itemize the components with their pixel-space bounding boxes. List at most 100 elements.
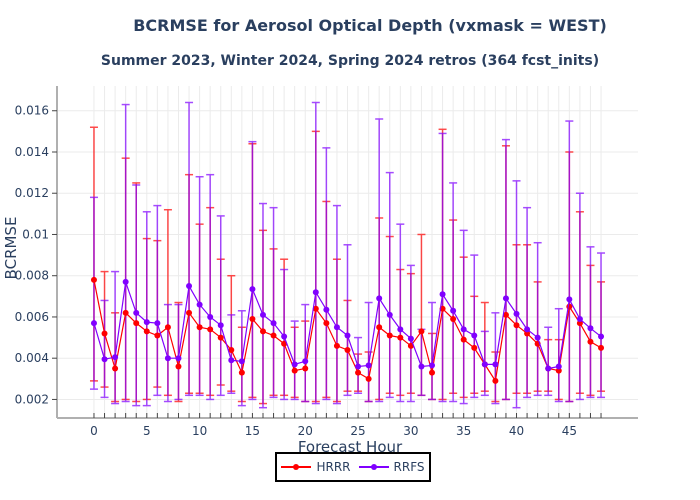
data-point-rrfs [90, 320, 97, 327]
legend-item-rrfs[interactable]: RRFS [358, 460, 425, 474]
data-point-hrrr [259, 328, 266, 335]
x-tick-label: 30 [403, 424, 418, 438]
data-point-hrrr [407, 342, 414, 349]
data-point-rrfs [492, 361, 499, 368]
error-bar-rrfs [512, 180, 521, 409]
legend-item-hrrr[interactable]: HRRR [281, 460, 351, 474]
axes: 0 5 10 15 20 25 30 35 40 45 0.002 0.004 0.006 0.008 0.… [15, 86, 638, 438]
x-tick-label: 10 [192, 424, 207, 438]
y-tick-label: 0.002 [15, 392, 49, 406]
data-point-hrrr [164, 324, 171, 331]
data-point-rrfs [545, 365, 552, 372]
error-bar-rrfs [470, 254, 479, 399]
data-point-rrfs [217, 322, 224, 329]
y-tick-label: 0.014 [15, 145, 49, 159]
error-bar-rrfs [438, 132, 447, 403]
data-point-hrrr [450, 316, 457, 323]
error-bar-rrfs [385, 171, 394, 399]
data-point-hrrr [555, 367, 562, 374]
data-point-hrrr [154, 332, 161, 339]
error-bar-rrfs [332, 204, 341, 405]
data-point-hrrr [513, 322, 520, 329]
y-tick-label: 0.016 [15, 104, 49, 118]
error-bar-rrfs [290, 320, 299, 401]
error-bar-rrfs [132, 184, 141, 407]
error-bar-rrfs [153, 204, 162, 397]
error-bar-rrfs [428, 301, 437, 401]
data-point-hrrr [344, 346, 351, 353]
data-point-rrfs [281, 333, 288, 340]
error-bar-rrfs [142, 211, 151, 407]
data-point-hrrr [186, 309, 193, 316]
legend-label-hrrr: HRRR [316, 460, 351, 474]
data-point-hrrr [133, 320, 140, 327]
data-point-rrfs [270, 320, 277, 327]
error-bar-rrfs [311, 101, 320, 405]
legend-swatch-hrrr-icon [281, 462, 312, 472]
y-tick-label: 0.01 [22, 227, 49, 241]
error-bar-rrfs [121, 103, 130, 403]
data-point-rrfs [502, 295, 509, 302]
data-point-rrfs [555, 363, 562, 370]
data-point-hrrr [90, 276, 97, 283]
data-point-rrfs [196, 301, 203, 308]
error-bar-rrfs [396, 223, 405, 403]
data-point-hrrr [270, 332, 277, 339]
data-point-hrrr [524, 330, 531, 337]
data-point-rrfs [228, 357, 235, 364]
data-point-hrrr [196, 324, 203, 331]
data-point-rrfs [450, 307, 457, 314]
error-bar-rrfs [586, 246, 595, 399]
x-tick-label: 25 [350, 424, 365, 438]
data-point-hrrr [238, 369, 245, 376]
data-point-rrfs [333, 324, 340, 331]
error-bar-rrfs [206, 173, 215, 401]
data-point-rrfs [460, 326, 467, 333]
data-point-rrfs [429, 362, 436, 369]
error-bar-rrfs [523, 206, 532, 399]
data-point-rrfs [397, 326, 404, 333]
x-tick-label: 40 [509, 424, 524, 438]
data-point-hrrr [376, 324, 383, 331]
data-point-rrfs [259, 311, 266, 318]
error-bar-rrfs [501, 138, 510, 401]
error-bar-rrfs [258, 202, 267, 409]
data-point-hrrr [207, 326, 214, 333]
chart-subtitle: Summer 2023, Winter 2024, Spring 2024 re… [100, 53, 600, 69]
data-point-rrfs [576, 316, 583, 323]
data-point-hrrr [217, 334, 224, 341]
data-point-hrrr [576, 320, 583, 327]
data-point-rrfs [344, 332, 351, 339]
data-point-rrfs [323, 306, 330, 313]
data-point-rrfs [291, 361, 298, 368]
error-bar-rrfs [544, 326, 553, 397]
data-point-rrfs [566, 296, 573, 303]
data-point-rrfs [207, 313, 214, 320]
error-bar-rrfs [575, 192, 584, 401]
data-point-rrfs [143, 319, 150, 326]
data-point-rrfs [598, 333, 605, 340]
error-bar-rrfs [174, 303, 183, 401]
error-bar-rrfs [533, 241, 542, 397]
series-rrfs [89, 101, 606, 409]
data-point-hrrr [333, 342, 340, 349]
error-bar-rrfs [195, 175, 204, 397]
error-bar-rrfs [163, 303, 172, 403]
data-point-hrrr [302, 365, 309, 372]
error-bar-rrfs [491, 312, 500, 405]
data-point-hrrr [471, 344, 478, 351]
data-point-hrrr [418, 328, 425, 335]
x-tick-label: 15 [245, 424, 260, 438]
series-line-group-rrfs [90, 278, 605, 372]
error-bar-rrfs [269, 206, 278, 399]
error-bar-rrfs [216, 215, 225, 397]
chart-title: BCRMSE for Aerosol Optical Depth (vxmask… [133, 16, 607, 35]
error-bar-rrfs [364, 301, 373, 403]
data-point-rrfs [376, 295, 383, 302]
data-point-hrrr [598, 344, 605, 351]
error-bar-rrfs [597, 252, 606, 399]
x-tick-label: 35 [456, 424, 471, 438]
series-layer [89, 101, 606, 409]
error-bar-rrfs [322, 147, 331, 401]
